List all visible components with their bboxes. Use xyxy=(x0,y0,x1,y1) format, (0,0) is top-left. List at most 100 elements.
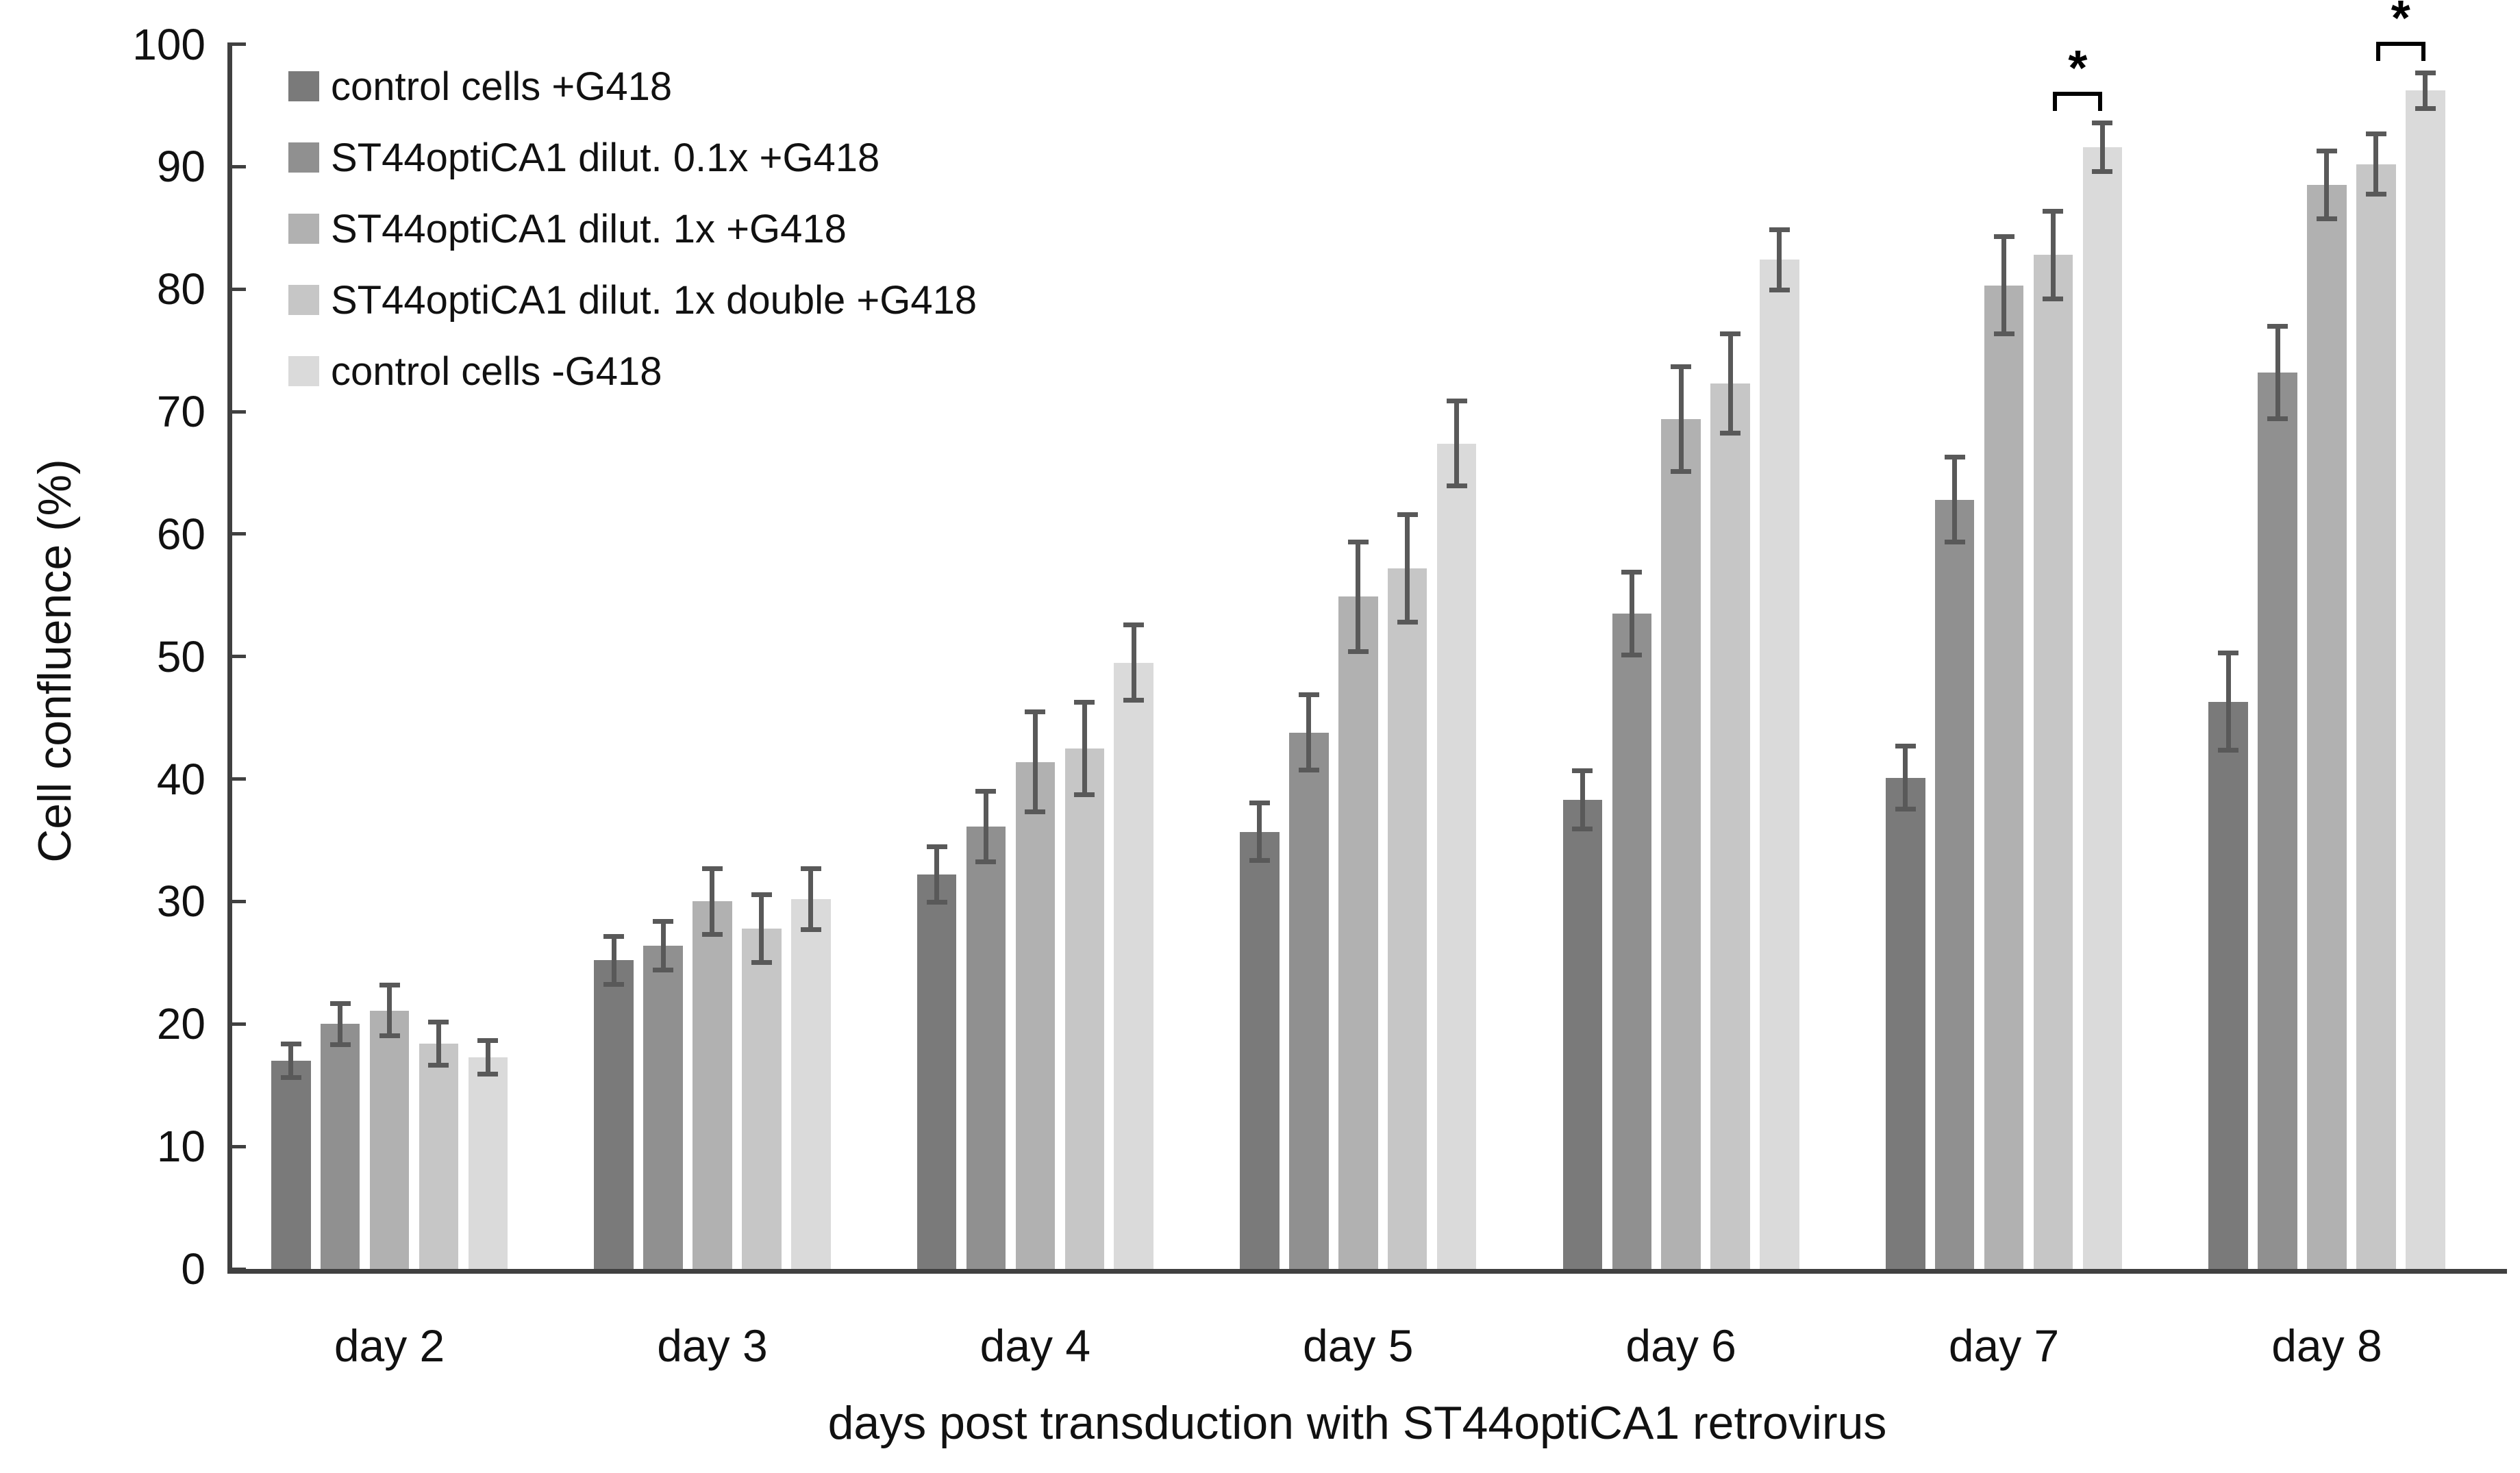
error-bar-line xyxy=(1454,400,1460,487)
error-bar-cap-top xyxy=(1347,539,1369,544)
error-bar-cap-top xyxy=(1621,570,1643,575)
error-bar-cap-bottom xyxy=(1720,431,1741,436)
error-bar-cap-bottom xyxy=(2267,416,2288,421)
error-bar-line xyxy=(1727,333,1733,434)
error-bar-cap-top xyxy=(379,983,400,988)
error-bar-cap-bottom xyxy=(379,1033,400,1039)
error-bar-cap-top xyxy=(477,1037,499,1043)
significance-bracket-end xyxy=(2375,41,2380,61)
error-bar-line xyxy=(2324,151,2330,220)
y-tick-label: 100 xyxy=(132,19,205,69)
error-bar-cap-bottom xyxy=(2316,216,2337,222)
error-bar-line xyxy=(1678,366,1684,472)
error-bar-cap-bottom xyxy=(603,982,625,987)
y-tick xyxy=(227,777,246,781)
y-tick xyxy=(227,1022,246,1026)
error-bar-cap-bottom xyxy=(1944,540,1965,545)
error-bar-line xyxy=(2373,134,2379,195)
bar xyxy=(966,827,1006,1269)
error-bar-cap-top xyxy=(2218,651,2239,656)
error-bar-cap-top xyxy=(1572,768,1593,774)
legend-label: ST44optiCA1 dilut. 1x double +G418 xyxy=(331,278,977,323)
error-bar-cap-bottom xyxy=(975,859,997,865)
error-bar-cap-top xyxy=(280,1041,301,1046)
y-tick-label: 10 xyxy=(156,1122,205,1172)
y-tick-label: 70 xyxy=(156,387,205,437)
y-tick-label: 30 xyxy=(156,877,205,927)
error-bar-cap-bottom xyxy=(2043,296,2064,301)
bar xyxy=(1562,800,1603,1269)
error-bar-cap-top xyxy=(926,844,947,849)
y-tick-label: 40 xyxy=(156,754,205,804)
legend-label: control cells +G418 xyxy=(331,64,673,109)
significance-bracket xyxy=(2053,91,2103,96)
bar xyxy=(2356,164,2396,1269)
error-bar-line xyxy=(1306,694,1312,771)
y-tick-label: 0 xyxy=(181,1244,205,1294)
error-bar-cap-top xyxy=(1993,234,2014,240)
bar xyxy=(643,945,683,1269)
legend-swatch xyxy=(288,214,319,244)
y-tick xyxy=(227,532,246,536)
error-bar-cap-bottom xyxy=(1572,826,1593,831)
y-tick xyxy=(227,410,246,414)
error-bar-cap-top xyxy=(800,866,821,872)
bar xyxy=(791,898,831,1269)
significance-asterisk: * xyxy=(2391,0,2410,46)
error-bar-line xyxy=(2099,122,2105,172)
error-bar-cap-top xyxy=(2365,131,2386,137)
error-bar-line xyxy=(1405,514,1410,622)
error-bar-cap-top xyxy=(1397,512,1418,518)
error-bar-line xyxy=(485,1040,490,1074)
x-category-label: day 4 xyxy=(980,1320,1091,1371)
legend-label: ST44optiCA1 dilut. 0.1x +G418 xyxy=(331,136,880,180)
error-bar-cap-top xyxy=(701,866,723,872)
error-bar-cap-bottom xyxy=(926,900,947,905)
error-bar-cap-bottom xyxy=(1446,483,1467,489)
error-bar-line xyxy=(1257,802,1262,861)
error-bar-cap-top xyxy=(2043,208,2064,214)
error-bar-line xyxy=(983,791,988,863)
x-axis-line xyxy=(227,1269,2507,1274)
error-bar-line xyxy=(934,846,940,903)
bar xyxy=(1338,596,1378,1269)
legend-swatch xyxy=(288,142,319,173)
x-category-label: day 6 xyxy=(1625,1320,1736,1371)
error-bar-cap-bottom xyxy=(1074,792,1095,797)
significance-bracket xyxy=(2375,41,2425,46)
error-bar-line xyxy=(1356,541,1361,652)
error-bar-line xyxy=(288,1043,294,1078)
bar xyxy=(369,1010,410,1269)
error-bar-line xyxy=(387,985,392,1037)
y-axis-line xyxy=(227,42,232,1274)
significance-bracket-end xyxy=(2421,41,2425,61)
error-bar-cap-bottom xyxy=(1993,331,2014,337)
error-bar-line xyxy=(1952,457,1958,543)
significance-asterisk: * xyxy=(2068,40,2088,96)
error-bar-cap-top xyxy=(975,789,997,794)
error-bar-cap-bottom xyxy=(2092,168,2113,174)
x-category-label: day 2 xyxy=(334,1320,445,1371)
x-category-label: day 3 xyxy=(657,1320,768,1371)
legend-label: control cells -G418 xyxy=(331,349,662,394)
error-bar-cap-top xyxy=(1671,364,1692,369)
bar xyxy=(419,1043,459,1269)
error-bar-cap-top xyxy=(428,1019,449,1024)
bar xyxy=(693,901,732,1269)
error-bar-cap-bottom xyxy=(1397,619,1418,625)
error-bar-line xyxy=(808,868,814,930)
error-bar-cap-bottom xyxy=(2415,106,2436,112)
error-bar-cap-top xyxy=(329,1000,351,1006)
error-bar-cap-bottom xyxy=(701,931,723,937)
bar xyxy=(1064,748,1104,1269)
error-bar-cap-bottom xyxy=(428,1063,449,1068)
error-bar-cap-bottom xyxy=(329,1042,351,1047)
error-bar-cap-bottom xyxy=(280,1074,301,1080)
legend-swatch xyxy=(288,285,319,315)
error-bar-cap-top xyxy=(2415,70,2436,75)
error-bar-line xyxy=(436,1021,441,1066)
bar xyxy=(1886,777,1925,1269)
error-bar-cap-bottom xyxy=(477,1071,499,1077)
error-bar-cap-top xyxy=(1769,227,1790,232)
bar xyxy=(2082,147,2123,1269)
